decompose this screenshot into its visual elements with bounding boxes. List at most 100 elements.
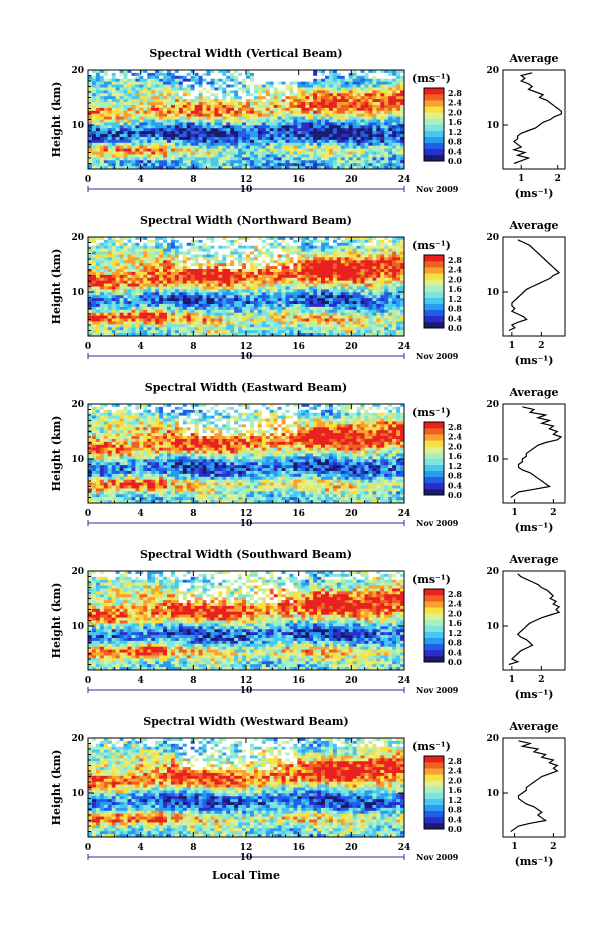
heatmap-cell <box>285 75 290 80</box>
heatmap-cell <box>131 242 136 247</box>
heatmap-cell <box>238 257 243 261</box>
heatmap-cell <box>143 84 148 88</box>
heatmap-cell <box>194 75 199 80</box>
heatmap-cell <box>297 269 302 273</box>
heatmap-cell <box>317 72 322 77</box>
heatmap-cell <box>230 75 235 80</box>
heatmap-cell <box>218 303 223 308</box>
heatmap-cell <box>99 119 105 123</box>
heatmap-cell <box>321 254 326 258</box>
heatmap-cell <box>174 125 180 129</box>
heatmap-cell <box>253 134 259 138</box>
heatmap-cell <box>214 298 219 302</box>
heatmap-cell <box>313 96 318 100</box>
heatmap-cell <box>344 116 349 120</box>
heatmap-cell <box>234 274 239 279</box>
heatmap-cell <box>107 292 112 296</box>
heatmap-cell <box>249 301 255 305</box>
heatmap-cell <box>143 257 148 261</box>
heatmap-cell <box>249 70 255 74</box>
heatmap-cell <box>163 251 168 255</box>
heatmap-cell <box>174 263 180 267</box>
heatmap-cell <box>242 119 247 123</box>
heatmap-cell <box>321 160 326 164</box>
heatmap-cell <box>155 139 160 144</box>
heatmap-cell <box>230 131 235 135</box>
heatmap-cell <box>99 136 105 141</box>
heatmap-cell <box>277 251 282 255</box>
heatmap-cell <box>321 292 326 296</box>
heatmap-cell <box>246 251 251 255</box>
heatmap-cell <box>328 99 334 103</box>
heatmap-cell <box>384 99 389 103</box>
heatmap-cell <box>163 280 168 284</box>
heatmap-cell <box>206 269 211 273</box>
heatmap-cell <box>107 104 112 109</box>
heatmap-cell <box>317 104 322 109</box>
heatmap-cell <box>360 70 365 74</box>
heatmap-cell <box>281 142 286 146</box>
heatmap-cell <box>135 136 140 141</box>
heatmap-cell <box>372 110 377 114</box>
heatmap-cell <box>257 154 263 158</box>
heatmap-cell <box>194 136 199 141</box>
heatmap-cell <box>222 96 227 100</box>
heatmap-cell <box>155 70 160 74</box>
heatmap-cell <box>328 266 334 270</box>
heatmap-cell <box>230 90 235 94</box>
heatmap-cell <box>234 87 239 91</box>
heatmap-cell <box>139 269 144 273</box>
heatmap-cell <box>143 251 148 255</box>
heatmap-cell <box>297 157 302 161</box>
heatmap-cell <box>321 295 326 299</box>
heatmap-cell <box>348 84 353 88</box>
heatmap-cell <box>348 134 353 138</box>
heatmap-cell <box>325 128 330 132</box>
heatmap-cell <box>352 312 357 316</box>
heatmap-cell <box>253 298 259 302</box>
heatmap-cell <box>151 274 156 279</box>
heatmap-cell <box>178 157 184 161</box>
heatmap-cell <box>218 128 223 132</box>
heatmap-cell <box>388 280 393 284</box>
heatmap-cell <box>163 122 168 126</box>
heatmap-cell <box>222 84 227 88</box>
heatmap-cell <box>186 303 191 308</box>
heatmap-cell <box>356 292 361 296</box>
heatmap-cell <box>218 271 223 276</box>
heatmap-cell <box>119 128 124 132</box>
heatmap-cell <box>356 75 361 80</box>
heatmap-cell <box>198 298 203 302</box>
heatmap-cell <box>127 81 132 85</box>
heatmap-cell <box>218 245 223 249</box>
heatmap-cell <box>178 254 184 258</box>
heatmap-cell <box>340 136 346 141</box>
heatmap-cell <box>396 271 401 276</box>
heatmap-cell <box>376 280 381 284</box>
heatmap-cell <box>151 151 156 155</box>
heatmap-cell <box>317 295 322 299</box>
heatmap-cell <box>159 298 164 302</box>
heatmap-cell <box>163 154 168 158</box>
heatmap-cell <box>123 166 128 170</box>
heatmap-cell <box>111 93 116 97</box>
heatmap-cell <box>281 280 286 284</box>
heatmap-cell <box>111 263 116 267</box>
heatmap-cell <box>214 269 219 273</box>
heatmap-cell <box>376 257 381 261</box>
heatmap-cell <box>206 93 211 97</box>
heatmap-cell <box>174 110 180 114</box>
heatmap-cell <box>198 151 203 155</box>
heatmap-cell <box>202 151 207 155</box>
heatmap-cell <box>269 72 274 77</box>
heatmap-cell <box>218 280 223 284</box>
heatmap-cell <box>376 116 381 120</box>
heatmap-cell <box>400 75 405 80</box>
heatmap-cell <box>289 242 294 247</box>
heatmap-cell <box>336 119 342 123</box>
heatmap-cell <box>147 289 152 293</box>
heatmap-cell <box>95 128 101 132</box>
heatmap-cell <box>277 166 282 170</box>
heatmap-cell <box>99 263 105 267</box>
heatmap-cell <box>348 154 353 158</box>
